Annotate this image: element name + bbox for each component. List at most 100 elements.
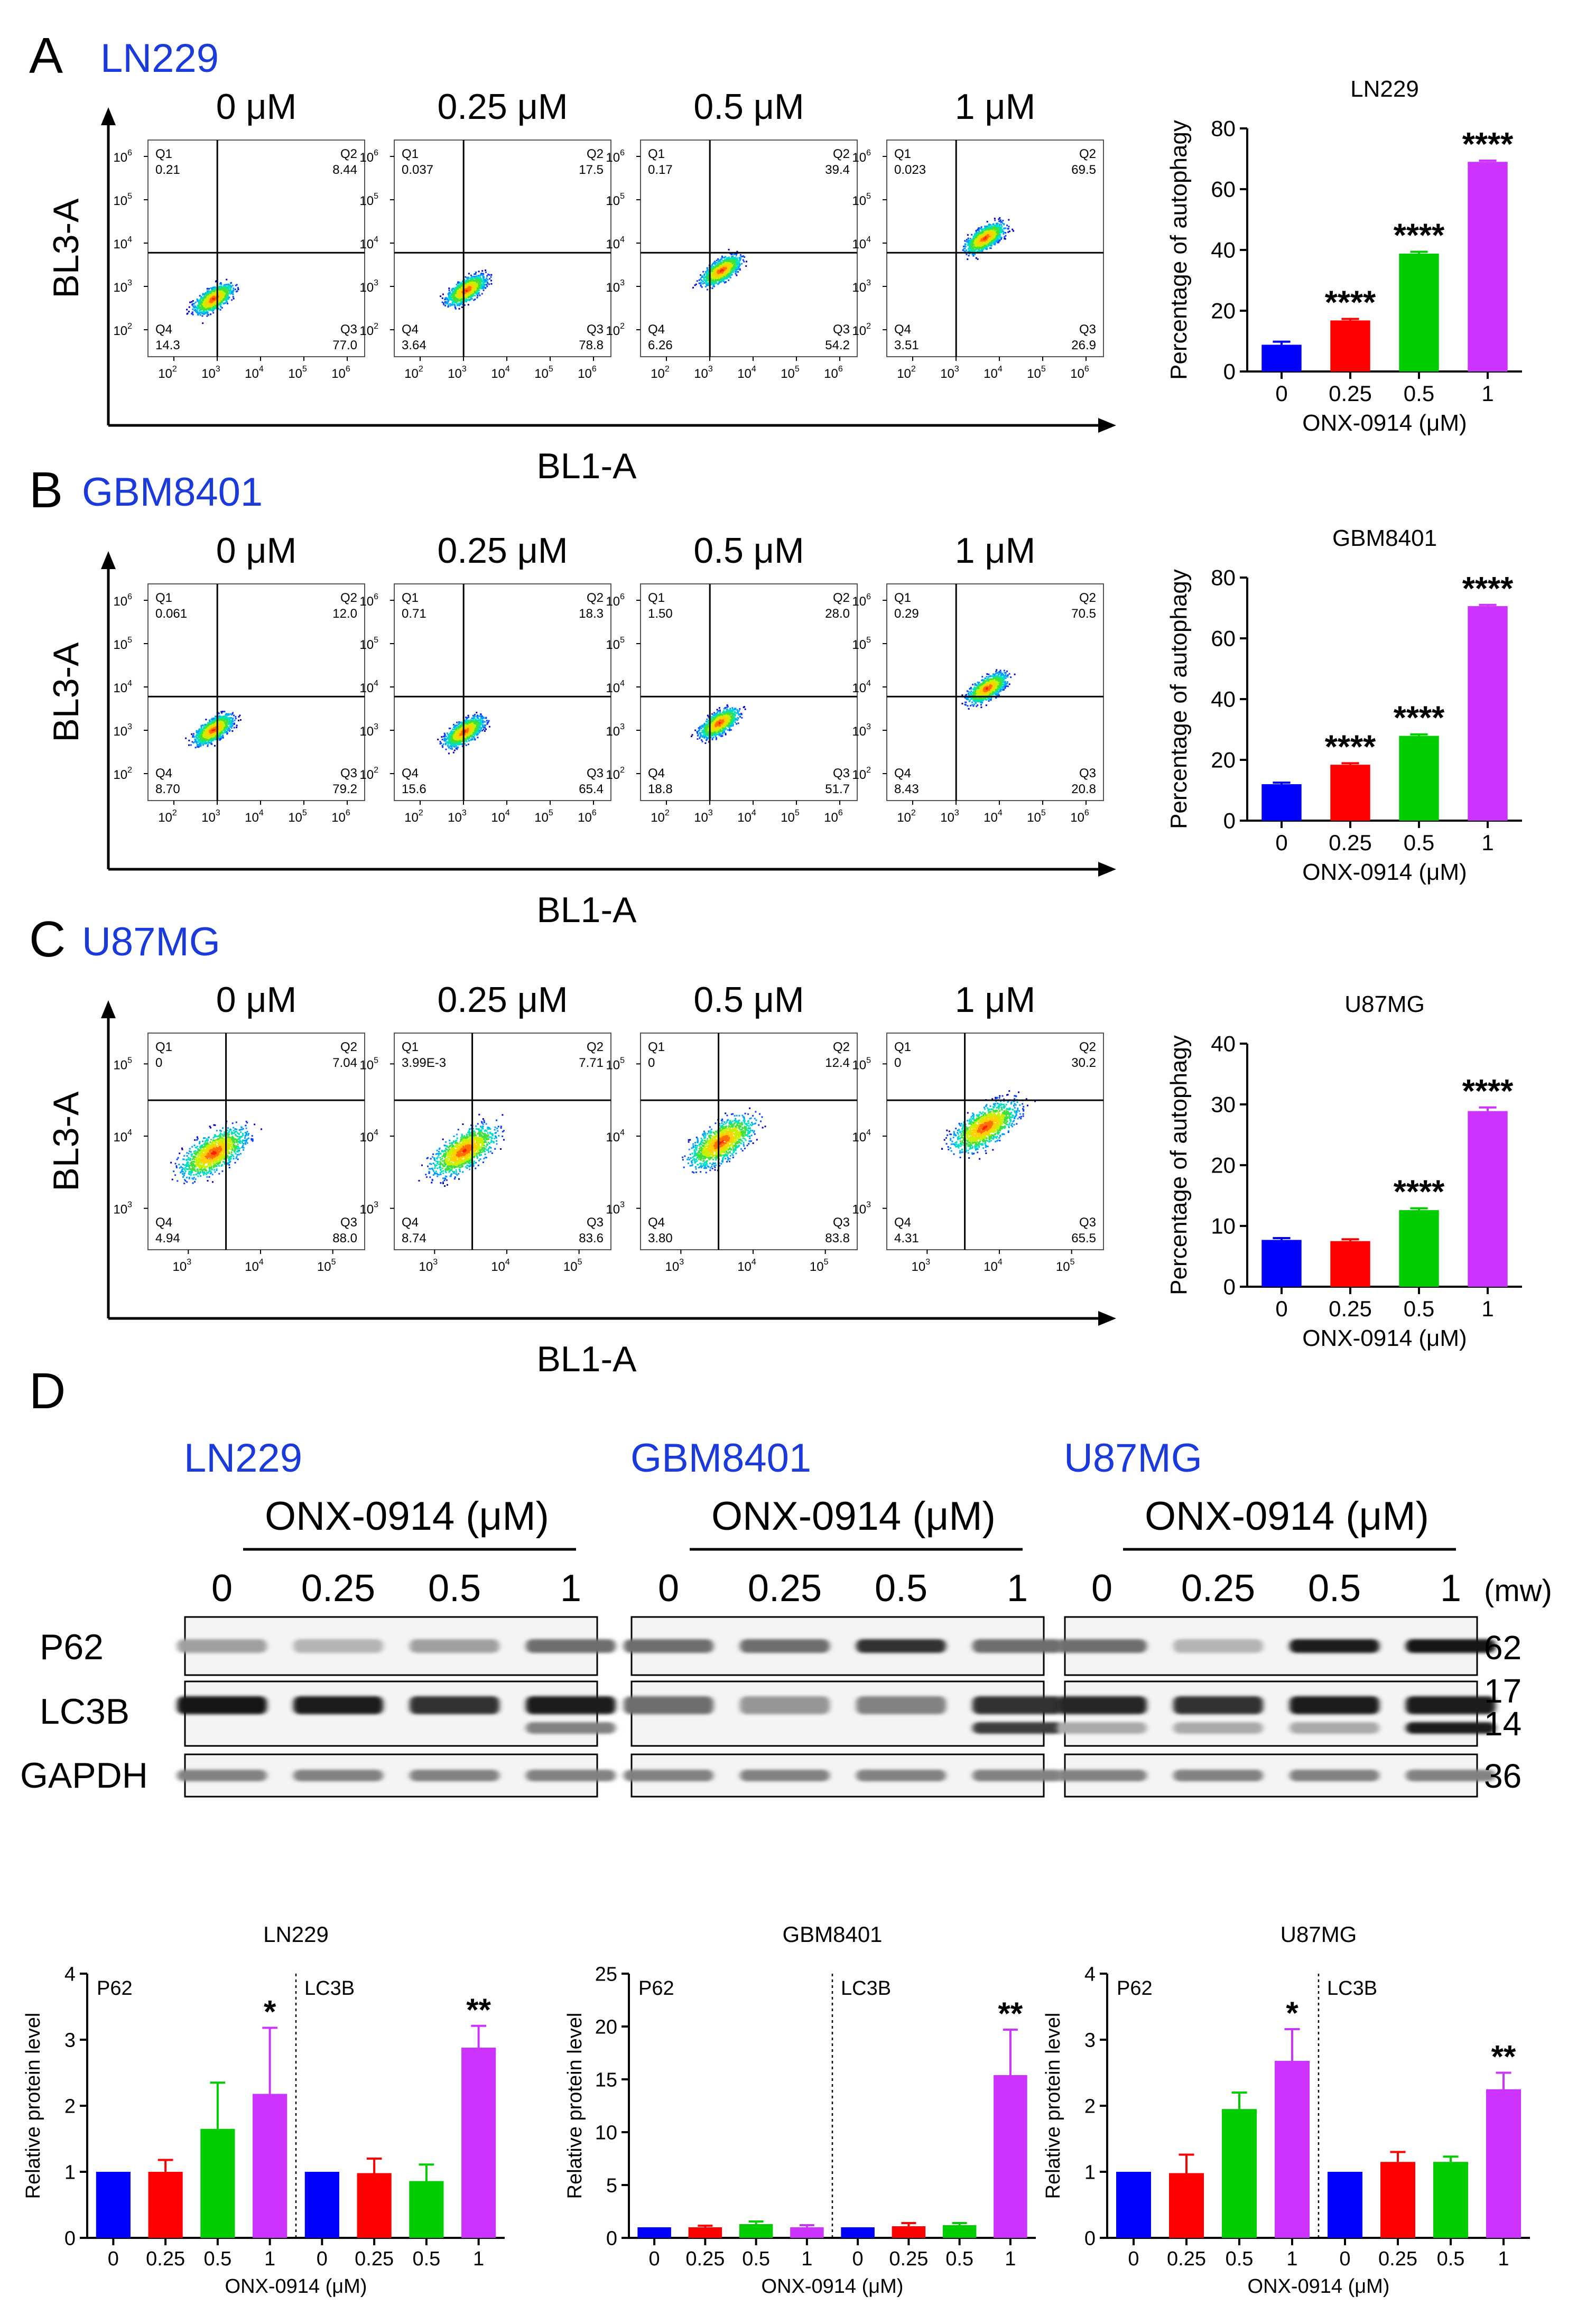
x-axis-label: ONX-0914 (μM) (225, 2275, 367, 2298)
quadrant-label-q3: Q3 (833, 322, 850, 337)
flow-x-arrowhead (1098, 418, 1116, 433)
quadrant-value-q3: 51.7 (825, 782, 850, 796)
x-tick-label: 1 (1498, 2248, 1509, 2270)
blot-bands-gapdh (624, 1770, 1062, 1781)
lane-label: 0 (211, 1567, 233, 1610)
quadrant-label-q4: Q4 (402, 766, 419, 780)
blot-band (624, 1639, 713, 1653)
group-label-lc3b: LC3B (304, 1977, 355, 2000)
flow-y-axis-label: BL3-A (46, 1091, 86, 1192)
quadrant-label-q4: Q4 (155, 1215, 172, 1230)
quadrant-value-q2: 7.71 (579, 1056, 604, 1070)
quadrant-label-q1: Q1 (894, 1040, 911, 1054)
panel-letter-c: C (29, 911, 66, 968)
quadrant-value-q2: 18.3 (579, 607, 604, 621)
bar (148, 2172, 183, 2238)
bar-chart-ln229: LN229 0 1 2 3 4 0 0.25 0.5 1 * 0 0.25 0.5 1 ** ONX-0914 … (22, 1922, 505, 2298)
flow-x-tick-label: 105 (288, 365, 307, 381)
lane-label: 1 (1007, 1567, 1028, 1610)
y-tick-label: 0 (64, 2227, 76, 2249)
blot-band (526, 1770, 616, 1781)
quadrant-label-q4: Q4 (894, 766, 911, 780)
quadrant-value-q4: 18.8 (648, 782, 673, 796)
flow-y-tick-label: 105 (359, 636, 378, 652)
panel-cell-c: U87MG (82, 919, 220, 964)
flow-dose-label: 0 μM (216, 87, 297, 127)
blot-bands-gapdh (1057, 1770, 1496, 1781)
y-tick-label: 40 (1211, 1031, 1236, 1056)
flow-y-tick-label: 103 (852, 722, 871, 739)
chart-title: GBM8401 (782, 1922, 882, 1947)
flow-y-tick-label: 104 (113, 235, 132, 252)
quadrant-label-q1: Q1 (402, 591, 419, 605)
flow-plot-frame (394, 1033, 611, 1250)
y-axis-label: Percentage of autophagy (1166, 1035, 1192, 1295)
quadrant-value-q2: 69.5 (1071, 163, 1096, 177)
blot-band (624, 1696, 713, 1714)
quadrant-value-q1: 0.29 (894, 607, 919, 621)
flow-y-tick-label: 104 (852, 235, 871, 252)
flow-y-tick-label: 104 (359, 1128, 378, 1145)
flow-y-tick-label: 104 (852, 679, 871, 695)
x-tick-label: 1 (1481, 1296, 1493, 1321)
flow-y-tick-label: 105 (852, 636, 871, 652)
y-tick-label: 0 (1084, 2227, 1096, 2249)
quadrant-label-q2: Q2 (340, 591, 357, 605)
significance-marker: **** (1394, 1174, 1445, 1211)
flow-x-tick-label: 104 (984, 365, 1003, 381)
flow-scatter-cloud (418, 1113, 505, 1187)
flow-x-tick-label: 104 (984, 1258, 1003, 1274)
flow-scatter-cloud (691, 704, 746, 744)
blot-band (624, 1770, 713, 1781)
quadrant-value-q4: 14.3 (155, 338, 180, 352)
y-tick-label: 4 (1084, 1963, 1096, 1985)
lane-label: 0.25 (301, 1567, 375, 1610)
bar (1399, 253, 1439, 371)
flow-x-tick-label: 105 (1027, 808, 1046, 825)
flow-x-tick-label: 106 (578, 365, 597, 381)
y-tick-label: 0 (606, 2227, 617, 2249)
mw-62: 62 (1484, 1629, 1522, 1667)
blot-bands-lc3b (1057, 1696, 1496, 1734)
x-axis-label: ONX-0914 (μM) (1302, 1325, 1467, 1351)
autophagy-bar-charts: LN229 0 20 40 60 80 0 0.25 **** 0.5 **** 1 **** ONX-0… (1166, 76, 1522, 1351)
x-tick-label: 1 (264, 2248, 275, 2270)
quadrant-label-q2: Q2 (1079, 1040, 1096, 1054)
flow-dose-label: 0.25 μM (437, 87, 568, 127)
blot-band (856, 1639, 946, 1653)
flow-y-tick-label: 106 (852, 148, 871, 165)
blot-band (1173, 1639, 1263, 1653)
flow-dose-label: 0.25 μM (437, 980, 568, 1020)
bar (994, 2075, 1027, 2238)
x-tick-label: 0.25 (1378, 2248, 1417, 2270)
flow-y-tick-label: 104 (606, 679, 625, 695)
quadrant-value-q4: 3.64 (402, 338, 426, 352)
x-axis-label: ONX-0914 (μM) (1302, 410, 1467, 436)
x-axis-label: ONX-0914 (μM) (1248, 2275, 1390, 2298)
flow-x-tick-label: 104 (245, 365, 264, 381)
panel-letter-d: D (29, 1363, 66, 1419)
flow-plot-frame (394, 140, 611, 357)
bar-chart-u87mg: U87MG 0 1 2 3 4 0 0.25 0.5 1 * 0 0.25 0.5 1 ** ONX-0914 … (1042, 1922, 1530, 2298)
group-label-lc3b: LC3B (1327, 1977, 1377, 2000)
quadrant-label-q3: Q3 (1079, 1215, 1096, 1230)
y-tick-label: 2 (1084, 2095, 1096, 2117)
blot-treatment-label: ONX-0914 (μM) (1145, 1494, 1429, 1539)
significance-marker: **** (1394, 700, 1445, 737)
flow-y-arrowhead (101, 551, 116, 569)
bar (841, 2227, 875, 2238)
protein-label-p62: P62 (40, 1627, 104, 1667)
y-tick-label: 40 (1211, 687, 1236, 712)
quadrant-label-q4: Q4 (648, 1215, 665, 1230)
y-tick-label: 40 (1211, 238, 1236, 263)
quadrant-label-q4: Q4 (894, 322, 911, 337)
lane-label: 1 (1440, 1567, 1461, 1610)
bar (1222, 2109, 1257, 2238)
blot-band (410, 1639, 499, 1653)
x-tick-label: 0 (852, 2248, 864, 2270)
y-tick-label: 20 (1211, 748, 1236, 773)
quadrant-value-q2: 7.04 (332, 1056, 357, 1070)
flow-y-tick-label: 105 (852, 192, 871, 208)
